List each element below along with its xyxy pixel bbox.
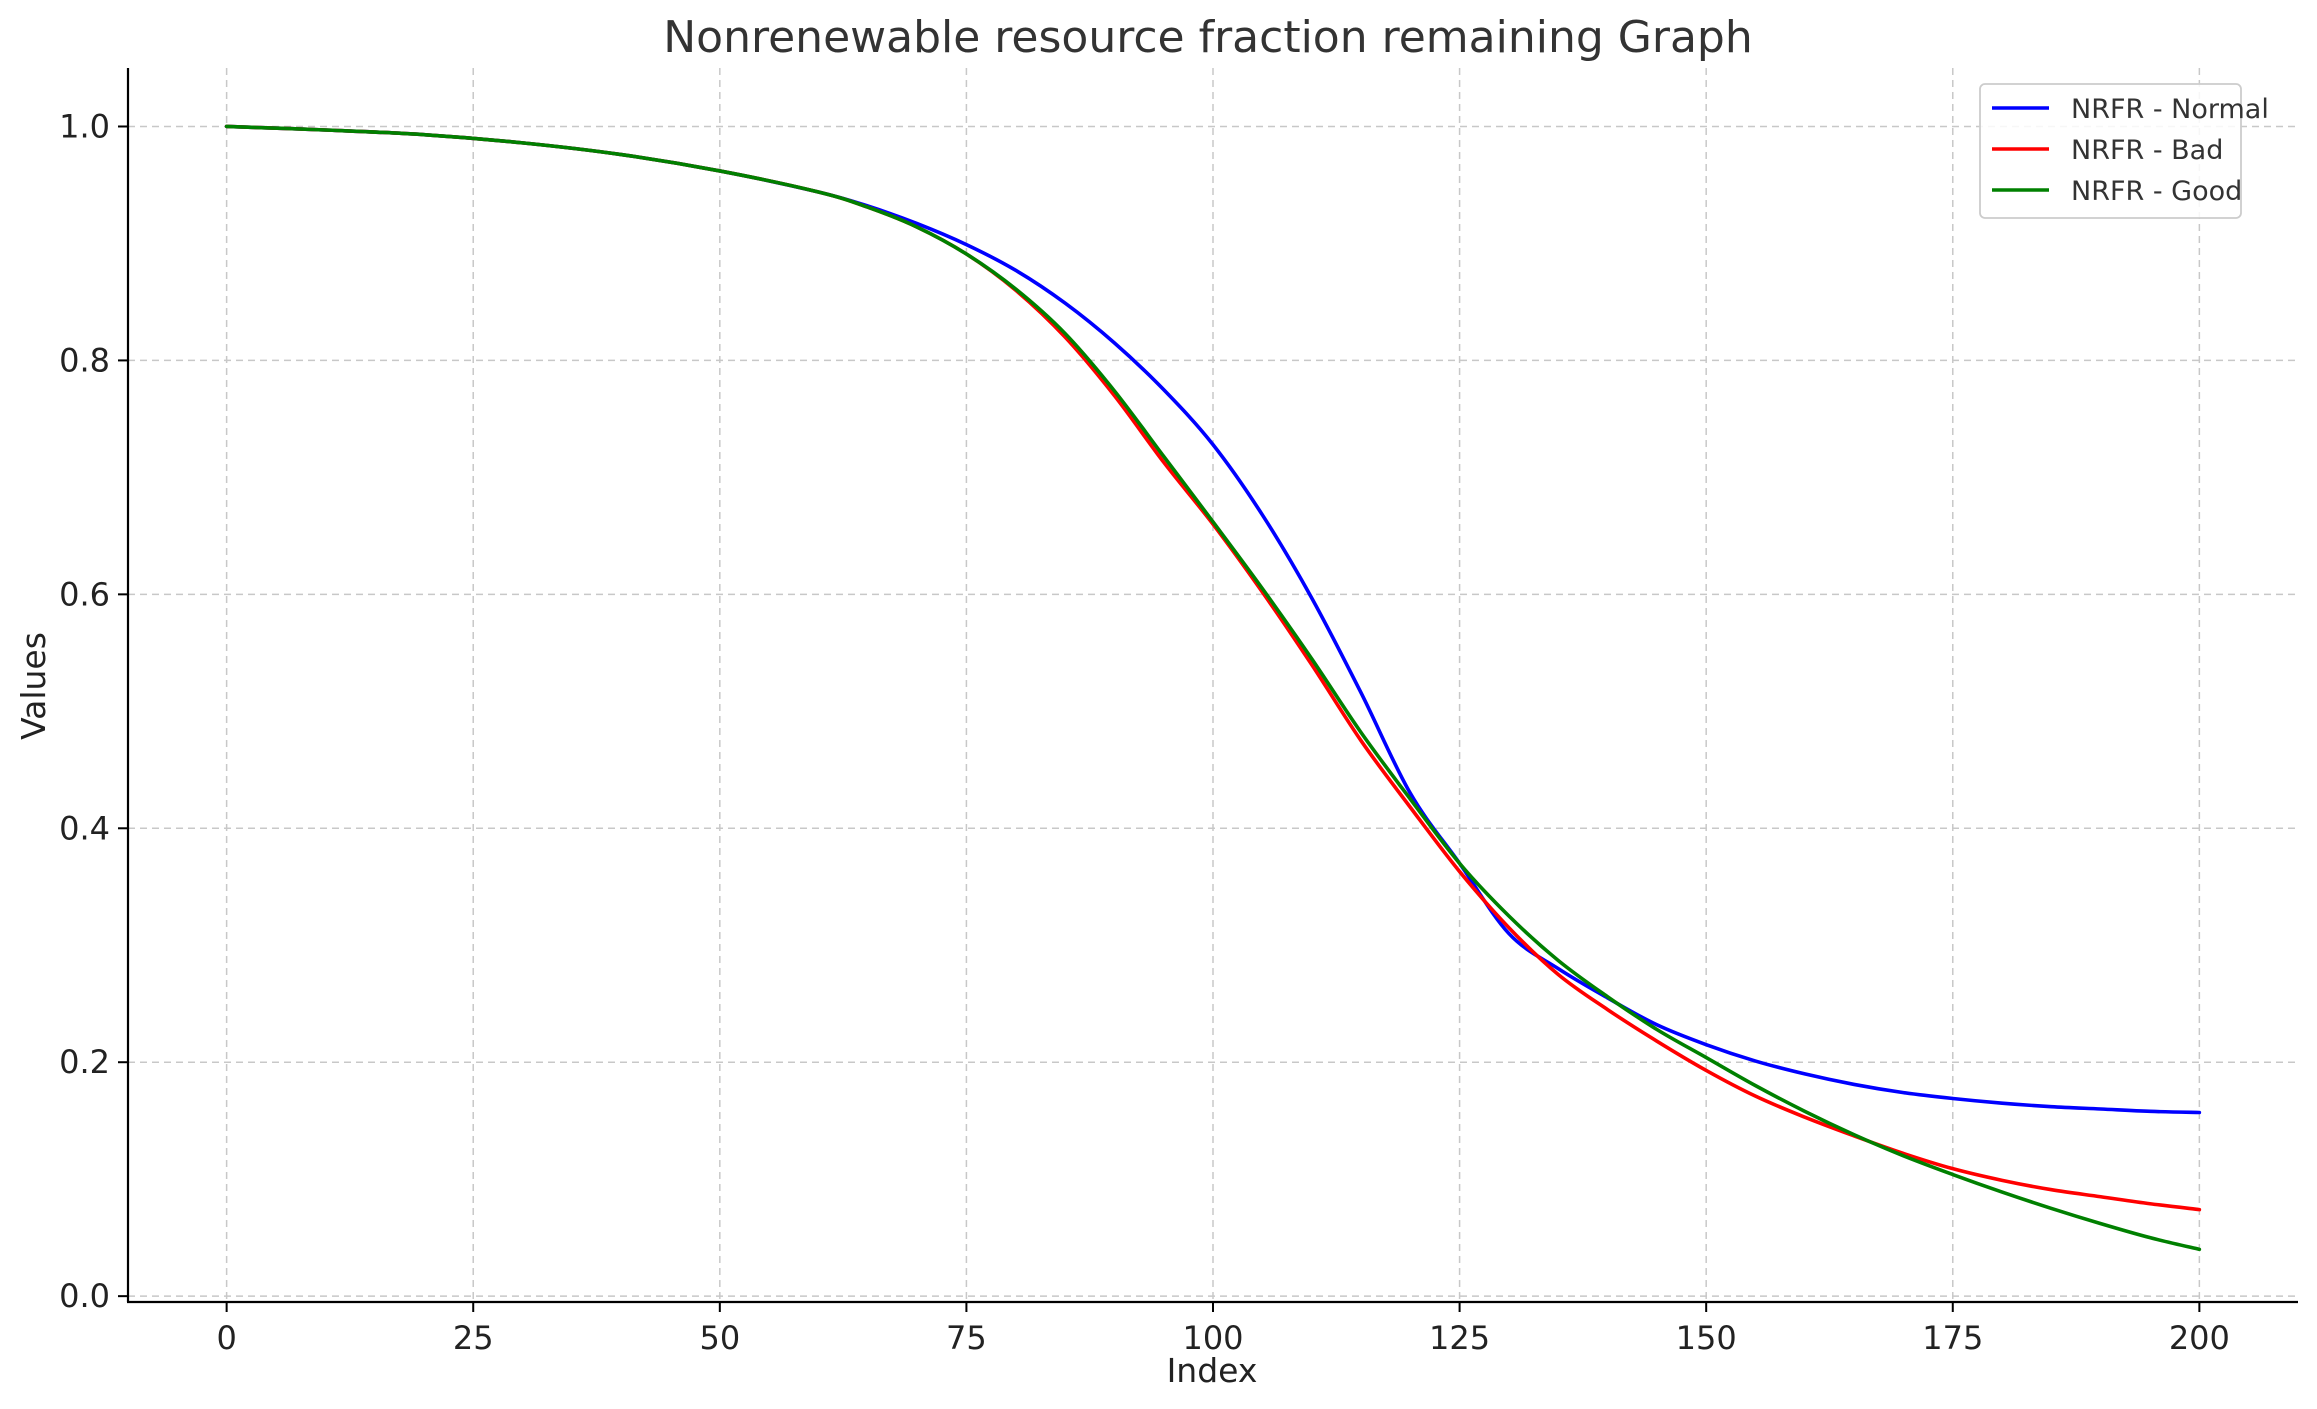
- legend-label-good: NRFR - Good: [2071, 176, 2242, 207]
- x-tick-label: 100: [1182, 1319, 1243, 1357]
- y-tick-label: 0.0: [59, 1277, 110, 1315]
- x-tick-label: 125: [1429, 1319, 1490, 1357]
- legend: NRFR - Normal NRFR - Bad NRFR - Good: [1979, 83, 2269, 219]
- y-tick-label: 0.2: [59, 1043, 110, 1081]
- x-ticks: 0 25 50 75 100 125 150 175 200: [216, 1302, 2230, 1357]
- legend-label-bad: NRFR - Bad: [2071, 135, 2223, 166]
- chart-title: Nonrenewable resource fraction remaining…: [663, 12, 1752, 63]
- y-tick-label: 0.4: [59, 809, 110, 847]
- y-axis-label: Values: [14, 632, 53, 740]
- x-axis-label: Index: [1167, 1351, 1258, 1390]
- grid: [128, 68, 2298, 1302]
- y-tick-label: 1.0: [59, 107, 110, 145]
- x-tick-label: 175: [1922, 1319, 1983, 1357]
- x-tick-label: 200: [2169, 1319, 2230, 1357]
- series-line-good: [224, 124, 2202, 1252]
- x-tick-label: 0: [216, 1319, 236, 1357]
- y-tick-label: 0.8: [59, 341, 110, 379]
- series-lines: [224, 124, 2202, 1252]
- legend-label-normal: NRFR - Normal: [2071, 94, 2269, 125]
- legend-box: [1979, 83, 2242, 219]
- x-tick-label: 75: [946, 1319, 987, 1357]
- x-tick-label: 25: [453, 1319, 494, 1357]
- y-tick-label: 0.6: [59, 575, 110, 613]
- x-tick-label: 150: [1676, 1319, 1737, 1357]
- x-tick-label: 50: [699, 1319, 740, 1357]
- y-ticks: 0.0 0.2 0.4 0.6 0.8 1.0: [59, 107, 128, 1315]
